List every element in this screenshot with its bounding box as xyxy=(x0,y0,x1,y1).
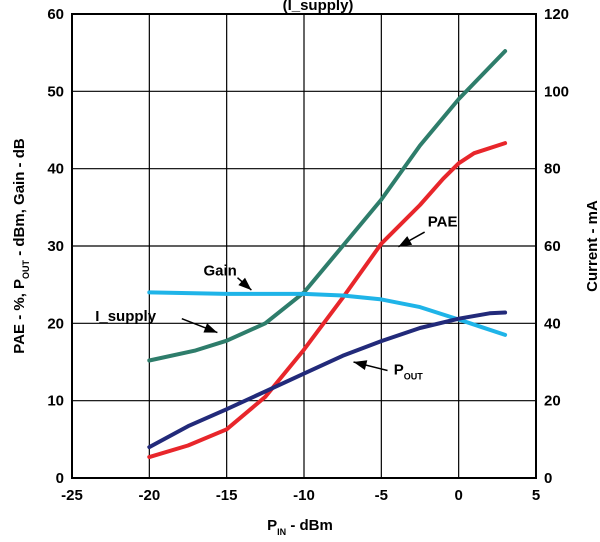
chart-title: (I_supply) xyxy=(283,0,354,14)
y-right-tick-label: 0 xyxy=(544,470,552,487)
y-left-tick-label: 0 xyxy=(56,470,64,487)
annotation-p-out-sub: OUT xyxy=(404,371,424,381)
y-right-tick-label: 100 xyxy=(544,83,569,100)
x-axis-title-sub: IN xyxy=(277,527,286,537)
annotation-gain: Gain xyxy=(203,262,236,279)
tick-labels: -25 -20 -15 -10 -5 0 5010203040506002040608010… xyxy=(47,6,569,504)
y-left-axis-title-pre: PAE - %, P xyxy=(11,279,28,354)
series-layer xyxy=(147,49,508,460)
y-right-tick-label: 80 xyxy=(544,161,561,178)
x-tick-label: -5 xyxy=(375,487,388,504)
y-left-axis-title-rest: - dBm, Gain - dB xyxy=(11,138,28,260)
x-tick-label: 5 xyxy=(532,487,540,504)
annotation-p-out-text: P xyxy=(394,361,404,378)
y-left-axis-title-sub: OUT xyxy=(21,259,31,279)
y-right-axis-title: Current - mA xyxy=(584,200,600,292)
plot-frame xyxy=(71,13,537,479)
annotation-gain-text: Gain xyxy=(203,262,236,279)
series-line-pae xyxy=(147,141,508,460)
series-line-p-out xyxy=(147,310,508,450)
annotation-arrowhead-i-supply xyxy=(203,323,218,333)
annotation-i-supply: I_supply xyxy=(95,308,157,325)
x-tick-label: -10 xyxy=(293,487,315,504)
annotation-pae-text: PAE xyxy=(428,214,458,231)
x-tick-label: -20 xyxy=(138,487,160,504)
annotation-arrowhead-pae xyxy=(398,236,413,247)
y-left-tick-label: 10 xyxy=(47,393,64,410)
y-right-tick-label: 120 xyxy=(544,6,569,23)
x-axis-title: PIN - dBm xyxy=(267,517,333,537)
series-line-i-supply xyxy=(147,49,508,363)
y-left-tick-label: 40 xyxy=(47,161,64,178)
y-left-tick-label: 60 xyxy=(47,6,64,23)
y-right-tick-label: 60 xyxy=(544,238,561,255)
annotation-arrowhead-gain xyxy=(238,277,252,291)
series-line-gain xyxy=(147,290,508,337)
y-left-axis-title: PAE - %, POUT - dBm, Gain - dB xyxy=(11,138,31,354)
annotations: PAE Gain I_supply POUT xyxy=(95,214,457,382)
x-tick-label: -15 xyxy=(216,487,238,504)
x-axis-title-rest: - dBm xyxy=(286,517,333,534)
y-left-tick-label: 20 xyxy=(47,315,64,332)
annotation-p-out: POUT xyxy=(394,361,424,381)
y-right-tick-label: 40 xyxy=(544,315,561,332)
y-left-tick-label: 50 xyxy=(47,83,64,100)
annotation-pae: PAE xyxy=(428,214,458,231)
y-right-tick-label: 20 xyxy=(544,393,561,410)
annotation-i-supply-text: I_supply xyxy=(95,308,157,325)
y-left-tick-label: 30 xyxy=(47,238,64,255)
annotation-arrowhead-p-out xyxy=(353,360,368,371)
x-tick-label: 0 xyxy=(454,487,462,504)
x-tick-label: -25 xyxy=(61,487,83,504)
grid xyxy=(72,14,536,478)
x-axis-title-main: P xyxy=(267,517,277,534)
